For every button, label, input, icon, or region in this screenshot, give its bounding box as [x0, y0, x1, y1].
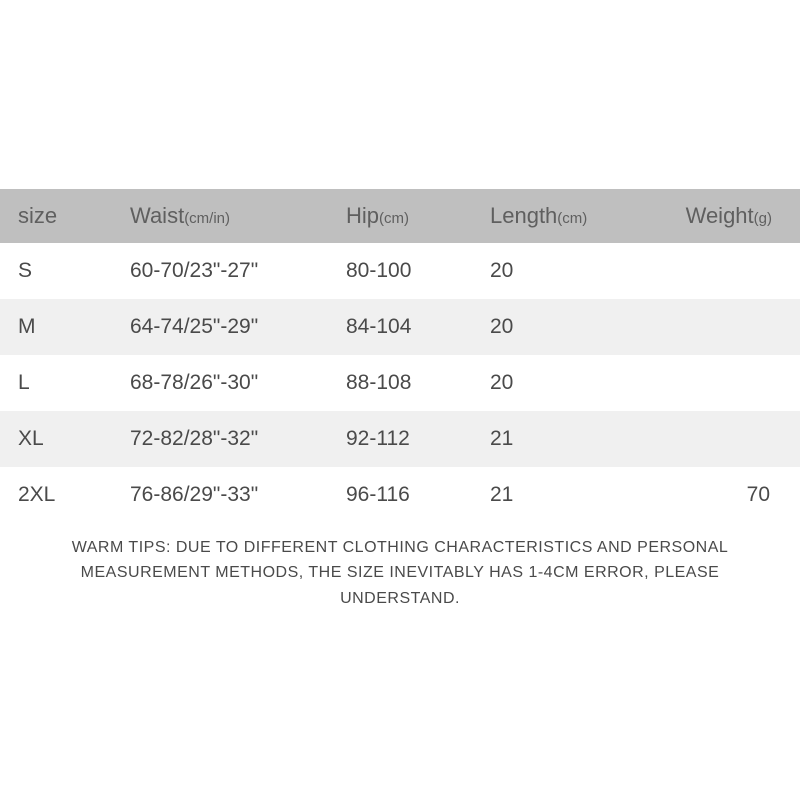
- header-waist-label: Waist: [130, 203, 184, 228]
- size-chart-table: size Waist(cm/in) Hip(cm) Length(cm) Wei…: [0, 189, 800, 523]
- cell-length: 20: [472, 299, 632, 355]
- table-row: S 60-70/23"-27" 80-100 20: [0, 243, 800, 299]
- header-size-label: size: [18, 203, 57, 228]
- cell-weight: 70: [632, 467, 800, 523]
- cell-size: XL: [0, 411, 112, 467]
- header-size: size: [0, 189, 112, 243]
- cell-weight: [632, 299, 800, 355]
- header-length-unit: (cm): [557, 210, 587, 227]
- cell-weight: [632, 355, 800, 411]
- cell-size: M: [0, 299, 112, 355]
- table-body: S 60-70/23"-27" 80-100 20 M 64-74/25"-29…: [0, 243, 800, 523]
- header-hip-label: Hip: [346, 203, 379, 228]
- header-weight: Weight(g): [632, 189, 800, 243]
- cell-size: S: [0, 243, 112, 299]
- cell-size: L: [0, 355, 112, 411]
- cell-waist: 76-86/29"-33": [112, 467, 328, 523]
- header-length: Length(cm): [472, 189, 632, 243]
- header-hip: Hip(cm): [328, 189, 472, 243]
- cell-waist: 64-74/25"-29": [112, 299, 328, 355]
- warm-tips: WARM TIPS: DUE TO DIFFERENT CLOTHING CHA…: [0, 535, 800, 612]
- table-row: L 68-78/26"-30" 88-108 20: [0, 355, 800, 411]
- header-waist: Waist(cm/in): [112, 189, 328, 243]
- cell-waist: 60-70/23"-27": [112, 243, 328, 299]
- table-row: 2XL 76-86/29"-33" 96-116 21 70: [0, 467, 800, 523]
- tips-line-2: MEASUREMENT METHODS, THE SIZE INEVITABLY…: [40, 560, 760, 611]
- table-row: M 64-74/25"-29" 84-104 20: [0, 299, 800, 355]
- cell-waist: 72-82/28"-32": [112, 411, 328, 467]
- header-hip-unit: (cm): [379, 210, 409, 227]
- header-waist-unit: (cm/in): [184, 210, 230, 227]
- header-weight-unit: (g): [754, 210, 772, 227]
- cell-hip: 96-116: [328, 467, 472, 523]
- cell-length: 21: [472, 411, 632, 467]
- table-row: XL 72-82/28"-32" 92-112 21: [0, 411, 800, 467]
- header-weight-label: Weight: [686, 203, 754, 228]
- cell-weight: [632, 243, 800, 299]
- cell-length: 20: [472, 355, 632, 411]
- cell-hip: 80-100: [328, 243, 472, 299]
- cell-weight: [632, 411, 800, 467]
- cell-hip: 92-112: [328, 411, 472, 467]
- table-header-row: size Waist(cm/in) Hip(cm) Length(cm) Wei…: [0, 189, 800, 243]
- cell-length: 21: [472, 467, 632, 523]
- cell-hip: 84-104: [328, 299, 472, 355]
- cell-hip: 88-108: [328, 355, 472, 411]
- tips-line-1: WARM TIPS: DUE TO DIFFERENT CLOTHING CHA…: [40, 535, 760, 561]
- cell-length: 20: [472, 243, 632, 299]
- cell-size: 2XL: [0, 467, 112, 523]
- size-chart-container: size Waist(cm/in) Hip(cm) Length(cm) Wei…: [0, 189, 800, 612]
- cell-waist: 68-78/26"-30": [112, 355, 328, 411]
- header-length-label: Length: [490, 203, 557, 228]
